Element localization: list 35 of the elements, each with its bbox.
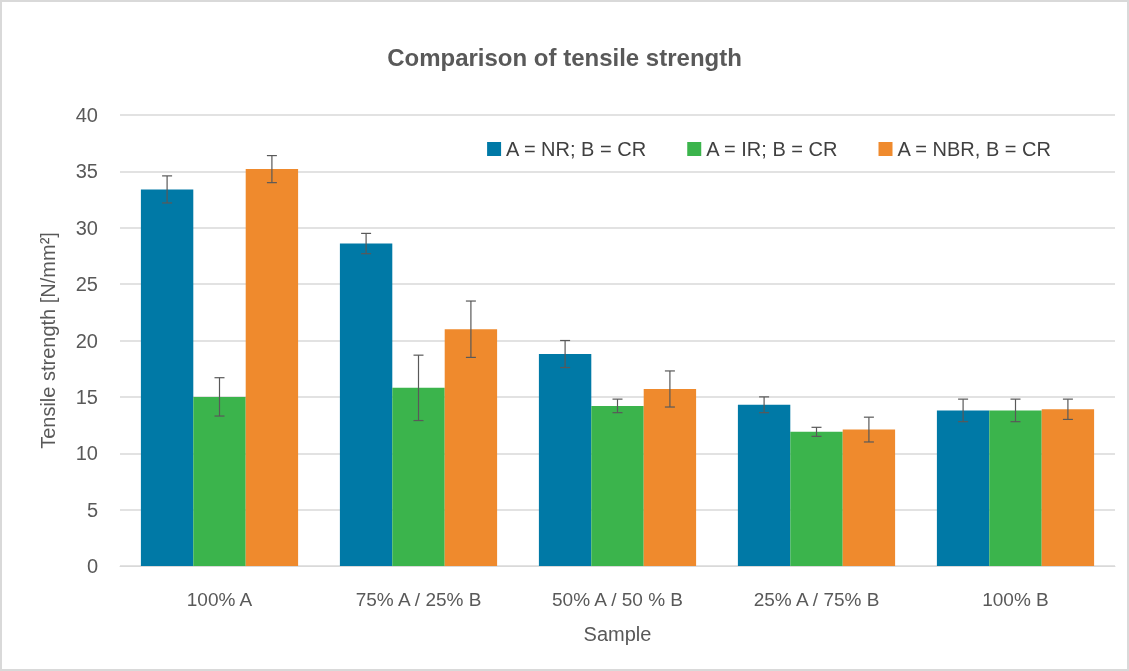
bar [193,396,246,566]
bar [591,405,644,566]
y-tick-label: 25 [75,273,98,296]
bar [790,431,843,566]
y-tick-label: 40 [75,104,98,126]
y-tick-label: 20 [75,329,98,352]
y-tick-label: 30 [75,216,98,239]
bar [538,354,592,566]
bar [936,410,990,566]
legend-label: A = IR; B = CR [706,138,838,160]
y-tick-label: 15 [75,385,98,408]
legend-label: A = NBR, B = CR [897,138,1051,160]
bar [643,388,697,566]
y-tick-label: 10 [75,442,98,465]
bar [989,410,1042,566]
x-axis-title: Sample [583,623,652,645]
x-tick-label: 100% A [186,589,253,610]
bar [245,169,299,566]
legend-label: A = NR; B = CR [506,138,647,160]
bar [392,387,445,566]
bar [444,329,498,566]
chart-title: Comparison of tensile strength [387,43,742,71]
bar [737,404,791,566]
x-tick-label: 100% B [982,589,1049,610]
y-tick-label: 35 [75,160,98,183]
x-tick-label: 75% A / 25% B [355,589,482,610]
bar [842,429,896,566]
bar [339,243,393,566]
x-tick-label: 25% A / 75% B [753,589,880,610]
bar [140,189,194,566]
x-tick-label: 50% A / 50 % B [552,589,683,610]
y-axis-title: Tensile strength [N/mm²] [37,232,59,449]
y-tick-label: 5 [86,498,98,521]
bar [1041,409,1095,566]
y-tick-label: 0 [86,555,98,577]
